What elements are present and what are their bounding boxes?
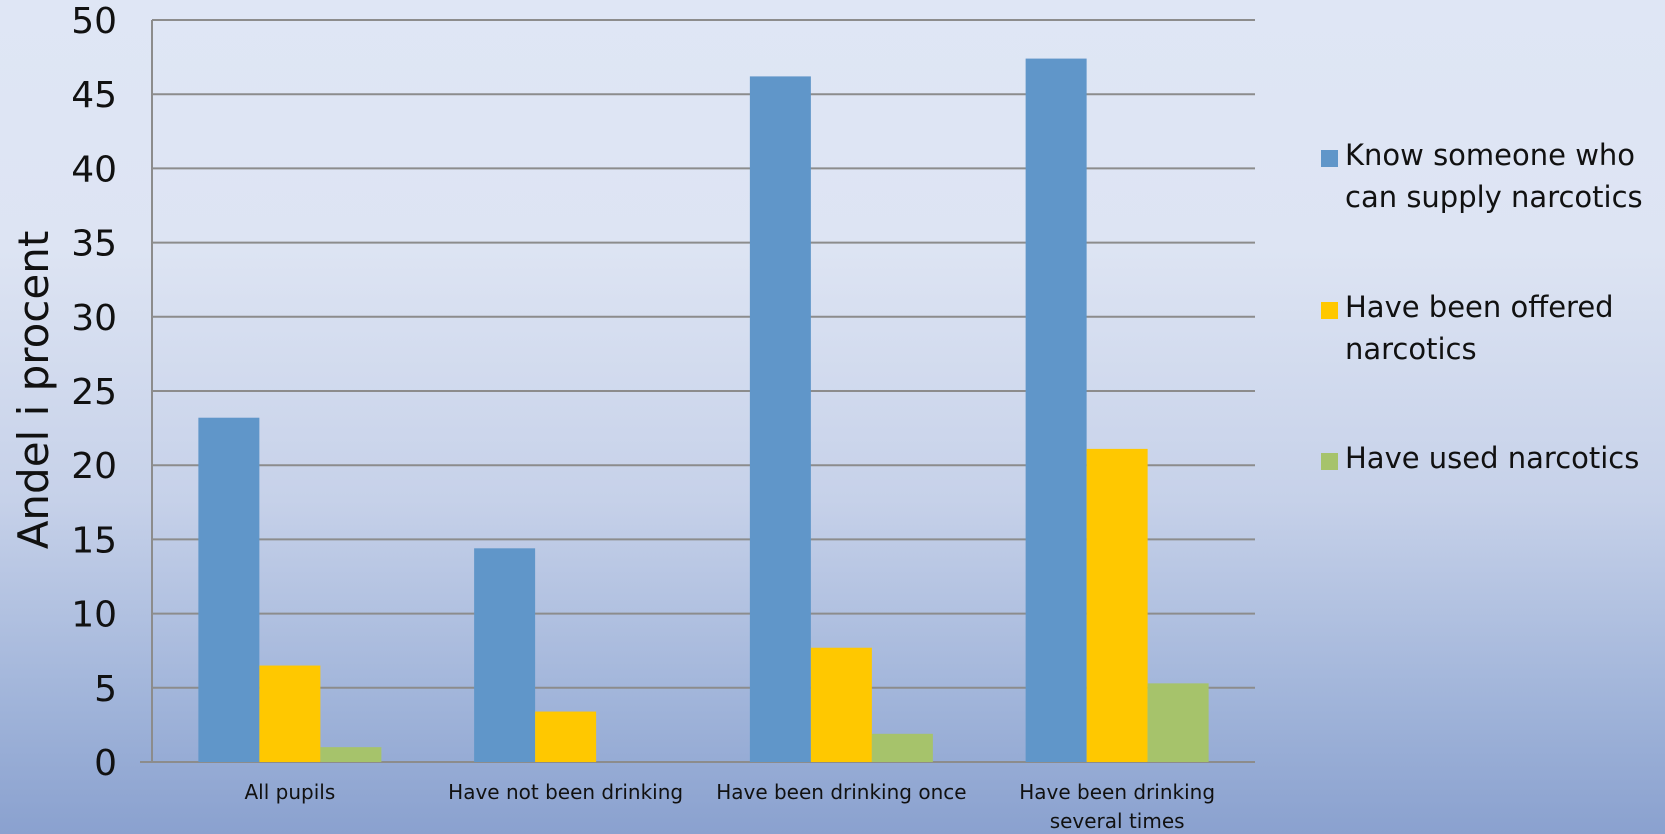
y-tick-labels: 0 5 10 15 20 25 30 35 40 45 50 <box>71 1 117 784</box>
bar-series0-cat0 <box>198 417 260 762</box>
y-tick-label: 15 <box>71 520 117 561</box>
bar-series1-cat3 <box>1086 448 1148 762</box>
y-tick-label: 45 <box>71 75 117 116</box>
legend: Know someone who can supply narcotics Have… <box>1321 138 1643 475</box>
category-labels: All pupils Have not been drinking Have bee… <box>244 780 1215 833</box>
legend-label: Know someone who can supply narcotics <box>1345 138 1643 214</box>
y-tick-label: 20 <box>71 446 117 487</box>
category-label: All pupils <box>244 780 335 804</box>
y-tick-label: 5 <box>94 669 117 710</box>
gridlines <box>152 19 1255 689</box>
bars <box>198 58 1209 763</box>
y-tick-label: 0 <box>94 743 117 784</box>
bar-series1-cat2 <box>810 647 872 762</box>
category-label: Have not been drinking <box>448 780 683 804</box>
bar-series1-cat1 <box>535 711 597 762</box>
y-tick-label: 30 <box>71 298 117 339</box>
legend-label: Have been offered narcotics <box>1345 290 1614 366</box>
bar-series2-cat0 <box>320 747 382 762</box>
category-label: Have been drinking once <box>716 780 966 804</box>
legend-swatch <box>1321 150 1338 167</box>
bar-series0-cat3 <box>1025 58 1087 763</box>
y-tick-label: 50 <box>71 1 117 42</box>
y-tick-label: 10 <box>71 595 117 636</box>
legend-label: Have used narcotics <box>1345 441 1639 475</box>
legend-swatch <box>1321 453 1338 470</box>
category-label: Have been drinking several times <box>1019 780 1215 833</box>
bar-series2-cat3 <box>1147 683 1209 762</box>
legend-swatch <box>1321 302 1338 319</box>
bar-series2-cat2 <box>871 733 933 762</box>
y-tick-label: 25 <box>71 372 117 413</box>
y-tick-label: 35 <box>71 224 117 265</box>
bar-series0-cat2 <box>749 76 811 763</box>
y-axis-label: Andel i procent <box>9 231 58 550</box>
y-tick-label: 40 <box>71 149 117 190</box>
bar-series0-cat1 <box>474 548 536 762</box>
bar-series1-cat0 <box>259 665 321 762</box>
